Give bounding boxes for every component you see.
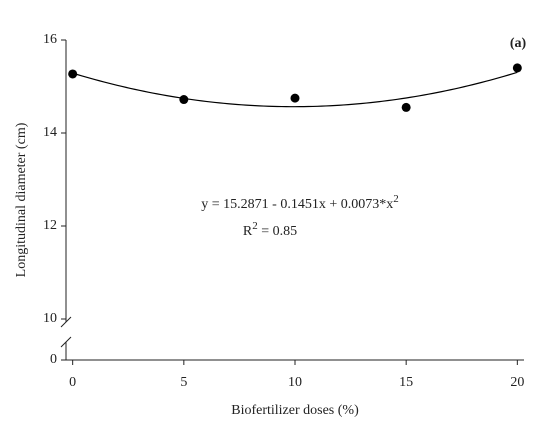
equation: y = 15.2871 - 0.1451x + 0.0073*x2 [201,193,398,213]
y-tick-label: 14 [43,125,57,140]
data-point [290,93,300,103]
r-squared: R2 = 0.85 [243,220,297,240]
y-tick-label: 10 [43,311,57,326]
data-point [179,95,189,105]
y-tick-label: 0 [50,352,57,367]
x-tick-label: 15 [399,375,413,390]
panel-label: (a) [510,36,527,51]
x-axis-label: Biofertilizer doses (%) [231,403,359,418]
x-tick-label: 0 [69,375,76,390]
x-tick-label: 10 [288,375,302,390]
data-point [401,102,411,112]
x-tick-label: 5 [180,375,187,390]
data-point [68,69,78,79]
y-tick-label: 16 [43,32,57,47]
fit-curve [72,71,518,108]
y-tick-label: 12 [43,218,57,233]
data-point [512,63,522,73]
x-tick-label: 20 [510,375,524,390]
axis-break [60,316,72,348]
y-axis-label: Longitudinal diameter (cm) [14,122,29,277]
